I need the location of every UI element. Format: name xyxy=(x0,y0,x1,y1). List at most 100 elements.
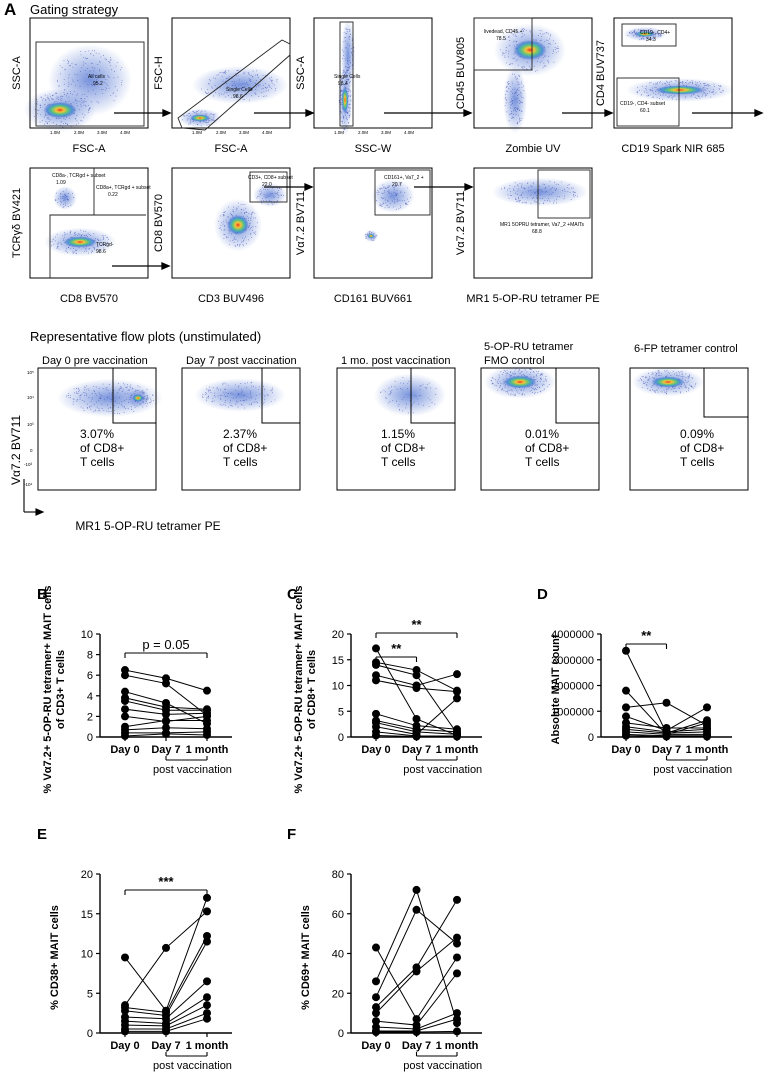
point-s1-day-0 xyxy=(622,646,630,655)
point-s5-day-0 xyxy=(372,1009,380,1018)
point-s3-day-0 xyxy=(372,993,380,1002)
y-tick-label: 0 xyxy=(87,732,93,744)
y-tick-label: 5 xyxy=(338,706,344,718)
y-tick-label: 2 xyxy=(87,711,93,723)
plot-frame-6 xyxy=(29,167,149,279)
y-tick-label: 1000000 xyxy=(551,706,594,718)
point-s1-1-month xyxy=(453,953,461,962)
point-s2-day-7 xyxy=(162,943,170,952)
ylabel-9: Vα7.2 BV711 xyxy=(455,191,467,255)
x-tick-label: Day 0 xyxy=(611,744,640,756)
gate-value-9: 68.8 xyxy=(532,229,542,235)
rep-percent-2: 2.37% xyxy=(223,427,257,441)
rep-percent-3: 1.15% xyxy=(381,427,415,441)
x-tick-label: Day 0 xyxy=(361,744,390,756)
point-s6-day-7 xyxy=(162,710,170,719)
y-axis-label: % CD38+ MAIT cells xyxy=(49,905,61,1010)
ylabel-7: CD8 BV570 xyxy=(153,194,165,252)
gate-value-4: 78.5 xyxy=(496,36,506,42)
rep-tick-e3: 10³ xyxy=(27,422,34,427)
plot-frame-4 xyxy=(473,17,593,129)
rep-of-4: of CD8+ xyxy=(525,441,569,455)
chart-F: 0 20 40 60 80 Day 0 Day 7 1 month post vaccinati… xyxy=(300,869,482,1072)
xlabel-5: CD19 Spark NIR 685 xyxy=(621,143,724,155)
x-tick-label: 1 month xyxy=(436,1040,479,1052)
group-label: post vaccination xyxy=(653,764,732,776)
tick-4m-c: 4.0M xyxy=(404,130,414,135)
point-s7-1-month xyxy=(203,1001,211,1010)
panel-f-letter: F xyxy=(287,826,297,843)
y-tick-label: 6 xyxy=(87,670,93,682)
point-s1-day-7 xyxy=(412,714,421,723)
point-s6-day-0 xyxy=(372,709,380,718)
y-axis-label: % Vα7.2+ 5-OP-RU tetramer+ MAIT cellsof … xyxy=(42,586,67,794)
gate-label-3: Single Cells xyxy=(334,74,361,80)
point-s1-day-0 xyxy=(372,943,380,952)
point-s1-day-0 xyxy=(121,953,129,962)
rep-of-3: of CD8+ xyxy=(381,441,425,455)
series-line-s1 xyxy=(124,897,208,1012)
gate-label-1: All cells xyxy=(88,74,105,80)
point-s6-day-0 xyxy=(121,705,129,714)
rep-gate-4 xyxy=(555,367,600,424)
rep-title-1: Day 0 pre vaccination xyxy=(42,355,148,367)
xlabel-2: FSC-A xyxy=(215,143,249,155)
point-s4-1-month xyxy=(453,670,461,679)
x-tick-label: 1 month xyxy=(186,1040,229,1052)
xlabel-1: FSC-A xyxy=(73,143,107,155)
gate-value-6b: 0.22 xyxy=(108,192,118,198)
point-s8-1-month xyxy=(203,1009,211,1018)
x-tick-label: 1 month xyxy=(686,744,729,756)
y-tick-label: 15 xyxy=(332,655,344,667)
y-axis-label: Absolute MAIT count xyxy=(550,634,562,744)
rep-cells-4: T cells xyxy=(525,455,559,469)
group-label: post vaccination xyxy=(403,764,482,776)
point-s10-day-7 xyxy=(662,732,671,741)
panel-e-letter: E xyxy=(37,826,48,843)
point-s11-day-0 xyxy=(372,731,380,740)
rep-cells-5: T cells xyxy=(680,455,714,469)
significance-label: *** xyxy=(158,874,174,889)
x-tick-label: Day 0 xyxy=(110,1040,139,1052)
gate-label-8: CD161+, Va7_2 + xyxy=(384,175,424,181)
gate-cd161-va72 xyxy=(374,169,431,216)
point-s3-day-7 xyxy=(662,698,671,707)
gate-label-6b: CD8a+, TCRgd + subset xyxy=(96,185,151,191)
rep-percent-4: 0.01% xyxy=(525,427,559,441)
point-s2-1-month xyxy=(203,907,211,916)
point-s1-1-month xyxy=(203,686,211,695)
point-s2-day-0 xyxy=(622,686,630,695)
y-tick-label: 10 xyxy=(332,681,344,693)
rep-frame-1 xyxy=(37,367,157,491)
gate-label-4: livedead, CD45 + xyxy=(484,29,523,35)
rep-tick-neg3: -10³ xyxy=(24,462,33,467)
y-tick-label: 20 xyxy=(81,869,93,881)
gate-value-6c: 98.6 xyxy=(96,249,106,255)
point-s4-day-0 xyxy=(372,1003,380,1012)
gate-value-5b: 60.1 xyxy=(640,108,650,114)
chart-D: 0 1000000 2000000 3000000 4000000 Day 0 Day 7 1… xyxy=(550,628,732,776)
rep-title-4b: FMO control xyxy=(484,355,545,367)
ylabel-3: SSC-A xyxy=(295,56,307,90)
tick-2m: 2.0M xyxy=(74,130,84,135)
series-line-s4 xyxy=(124,941,208,1017)
point-s5-1-month xyxy=(453,687,461,696)
y-tick-label: 4 xyxy=(87,691,93,703)
point-s9-day-7 xyxy=(412,1028,421,1037)
y-tick-label: 0 xyxy=(87,1028,93,1040)
point-s9-day-0 xyxy=(372,1028,380,1037)
plot-frame-9 xyxy=(473,167,593,279)
point-s10-day-0 xyxy=(622,731,630,740)
plot-frame-5 xyxy=(613,17,733,129)
point-s4-1-month xyxy=(453,895,461,904)
rep-title-2: Day 7 post vaccination xyxy=(186,355,297,367)
representative-plots: Day 0 pre vaccination Day 7 post vaccina… xyxy=(9,341,749,533)
point-s2-day-0 xyxy=(372,977,380,986)
representative-title: Representative flow plots (unstimulated) xyxy=(30,329,262,344)
point-s11-1-month xyxy=(203,730,211,739)
point-s2-day-7 xyxy=(412,885,421,894)
plot-frame-8 xyxy=(313,167,433,279)
rep-frame-2 xyxy=(181,367,301,491)
y-tick-label: 10 xyxy=(81,629,93,641)
